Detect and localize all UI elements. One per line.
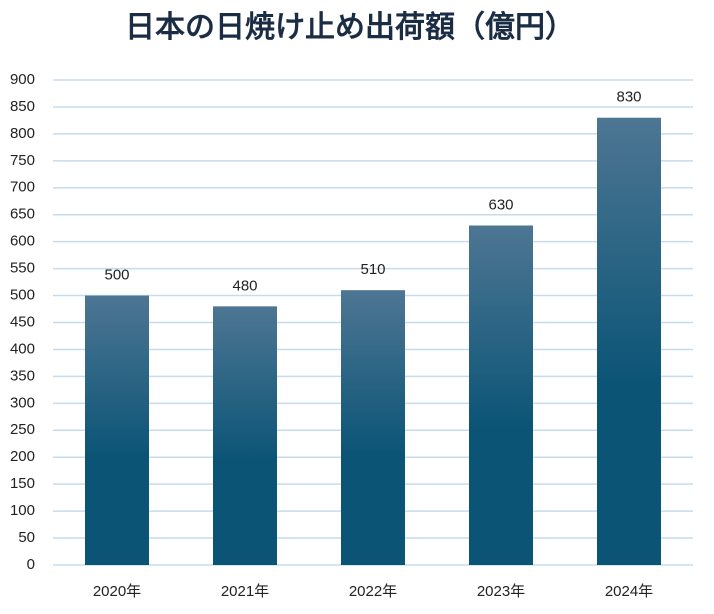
y-tick-label: 600	[10, 233, 35, 250]
x-tick-label: 2023年	[477, 583, 525, 600]
y-tick-label: 650	[10, 206, 35, 223]
y-tick-label: 250	[10, 421, 35, 438]
x-tick-label: 2020年	[93, 583, 141, 600]
y-tick-label: 800	[10, 125, 35, 142]
y-tick-label: 850	[10, 98, 35, 115]
y-tick-label: 400	[10, 340, 35, 357]
chart-title: 日本の日焼け止め出荷額（億円）	[125, 10, 575, 44]
y-tick-label: 450	[10, 313, 35, 330]
y-tick-label: 150	[10, 475, 35, 492]
bar	[597, 117, 661, 565]
y-tick-label: 750	[10, 152, 35, 169]
value-label: 500	[104, 267, 129, 284]
y-tick-label: 200	[10, 448, 35, 465]
y-tick-label: 0	[27, 556, 35, 573]
value-label: 830	[616, 89, 641, 106]
y-tick-label: 300	[10, 394, 35, 411]
x-tick-label: 2024年	[605, 583, 653, 600]
bar	[85, 295, 149, 565]
y-tick-label: 100	[10, 502, 35, 519]
x-tick-label: 2021年	[221, 583, 269, 600]
y-tick-label: 350	[10, 367, 35, 384]
bar	[341, 290, 405, 565]
x-tick-label: 2022年	[349, 583, 397, 600]
value-label: 480	[232, 277, 257, 294]
bar	[213, 306, 277, 565]
y-tick-label: 550	[10, 260, 35, 277]
value-label: 630	[488, 196, 513, 213]
y-tick-label: 700	[10, 179, 35, 196]
y-tick-label: 500	[10, 287, 35, 304]
value-label: 510	[360, 261, 385, 278]
y-tick-label: 900	[10, 71, 35, 88]
bar	[469, 225, 533, 565]
y-tick-label: 50	[18, 529, 35, 546]
